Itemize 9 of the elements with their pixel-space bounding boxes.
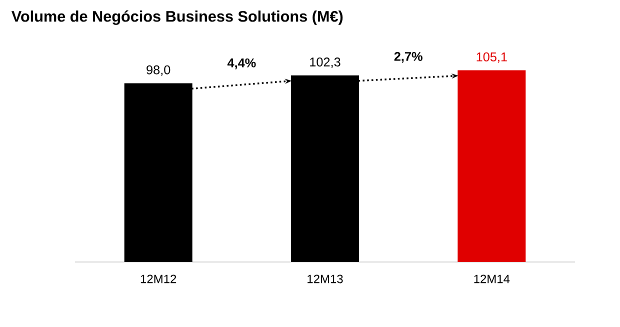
text: 4,4% (227, 58, 256, 70)
text: 2,7% (394, 52, 422, 63)
x-tick-label: 12M13 (308, 274, 343, 284)
x-tick-label: 12M14 (474, 274, 510, 284)
x-tick-label: 12M12 (140, 274, 176, 284)
data-label: 98,0 (146, 65, 170, 76)
chart-title: Volume de Negócios Business Solutions (M€) (11, 10, 343, 25)
data-label: 102,3 (310, 58, 340, 68)
data-label: 105,1 (476, 52, 507, 63)
